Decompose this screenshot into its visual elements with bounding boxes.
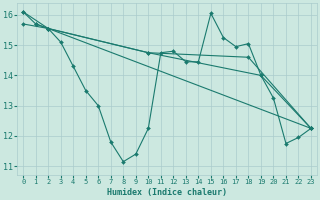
- X-axis label: Humidex (Indice chaleur): Humidex (Indice chaleur): [107, 188, 227, 197]
